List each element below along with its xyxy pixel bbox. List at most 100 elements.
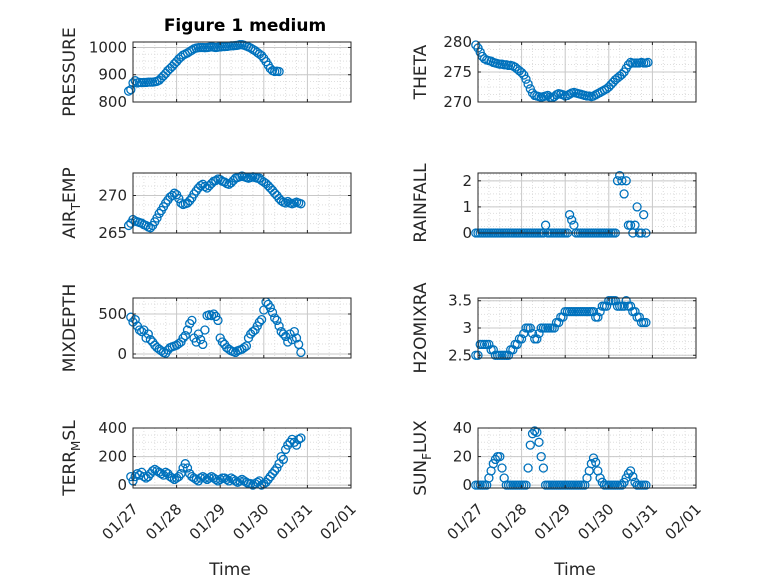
data-point xyxy=(591,457,601,467)
y-tick-label: 1 xyxy=(462,198,472,216)
x-tick-label: 01/31 xyxy=(618,500,661,543)
data-point xyxy=(617,176,627,186)
y-tick-label: 0 xyxy=(117,345,127,363)
x-tick-label: 01/29 xyxy=(186,500,229,543)
data-point xyxy=(195,181,206,191)
data-point xyxy=(296,347,306,358)
data-point xyxy=(621,176,631,186)
subplot-1: 800 900 1000 PRESSURE xyxy=(60,27,352,117)
data-point xyxy=(617,480,627,490)
axes-box xyxy=(132,41,352,103)
data-point xyxy=(641,480,651,490)
figure-title: Figure 1 medium xyxy=(164,16,326,36)
subplot-8: 0 20 40 01/27 01/28 01/29 01/30 01/31 02/01 SUNFL… xyxy=(411,419,705,580)
data-point xyxy=(198,339,208,350)
y-tick-label: 2.5 xyxy=(448,346,472,364)
axes-box xyxy=(477,427,697,489)
data-point xyxy=(272,463,282,473)
data-point xyxy=(516,67,527,78)
data-point xyxy=(195,334,206,345)
data-point xyxy=(176,198,186,208)
data-point xyxy=(235,476,245,486)
data-point xyxy=(254,317,265,327)
data-point xyxy=(471,40,481,50)
y-tick-label: 265 xyxy=(98,224,127,242)
data-point xyxy=(296,433,306,443)
data-point xyxy=(525,440,535,450)
series-markers xyxy=(123,40,284,96)
y-axis-label: MIXDEPTH xyxy=(60,284,80,373)
data-point xyxy=(523,79,533,89)
data-point xyxy=(523,463,533,473)
data-point xyxy=(180,459,190,469)
data-point xyxy=(525,323,535,333)
data-point xyxy=(211,175,221,186)
series-markers xyxy=(471,426,651,490)
data-point xyxy=(625,466,636,476)
y-tick-label: 900 xyxy=(98,66,127,84)
series-markers xyxy=(471,296,651,360)
data-point xyxy=(239,342,249,353)
y-tick-label: 270 xyxy=(98,187,127,205)
y-tick-label: 275 xyxy=(443,63,472,81)
y-tick-label: 0 xyxy=(462,224,472,242)
axes-box xyxy=(132,297,352,359)
data-point xyxy=(156,469,166,479)
data-point xyxy=(195,473,206,483)
subplot-4: 0 1 2 RAINFALL xyxy=(411,163,697,243)
y-tick-label: 800 xyxy=(98,93,127,111)
data-point xyxy=(267,307,278,318)
data-point xyxy=(615,170,625,181)
data-point xyxy=(174,193,184,204)
data-point xyxy=(130,471,140,482)
data-point xyxy=(534,437,544,447)
data-point xyxy=(527,429,538,439)
data-point xyxy=(497,463,507,473)
data-point xyxy=(586,459,597,469)
x-tick-label: 02/01 xyxy=(662,500,705,543)
x-tick-label: 01/31 xyxy=(273,500,316,543)
data-point xyxy=(532,334,542,344)
data-point xyxy=(538,463,549,473)
data-point xyxy=(224,476,234,486)
axes-box xyxy=(477,172,697,234)
x-tick-label: 01/28 xyxy=(487,500,530,543)
data-point xyxy=(564,89,575,99)
y-tick-label: 40 xyxy=(453,419,472,437)
data-point xyxy=(289,326,299,337)
data-point xyxy=(643,57,653,68)
y-axis-label: TERRMSL xyxy=(60,420,83,497)
data-point xyxy=(187,315,197,326)
x-tick-label: 01/30 xyxy=(229,500,272,543)
data-point xyxy=(619,301,629,311)
y-tick-label: 1000 xyxy=(89,38,127,56)
data-point xyxy=(278,454,289,465)
data-point xyxy=(211,474,221,485)
data-point xyxy=(267,469,278,479)
data-point xyxy=(230,476,241,486)
data-point xyxy=(130,76,140,86)
data-point xyxy=(143,329,153,339)
y-tick-label: 2 xyxy=(462,172,472,190)
data-point xyxy=(274,66,284,77)
subplot-3: 265 270 AIRTEMP xyxy=(60,167,352,242)
x-tick-label: 01/27 xyxy=(99,500,142,543)
series-markers xyxy=(471,40,653,103)
y-tick-label: 3.5 xyxy=(448,292,472,310)
y-tick-label: 500 xyxy=(98,305,127,323)
data-point xyxy=(206,310,217,321)
x-tick-label: 01/28 xyxy=(142,500,185,543)
data-point xyxy=(145,223,156,233)
data-point xyxy=(564,210,575,220)
data-point xyxy=(265,302,275,313)
data-point xyxy=(291,440,302,450)
data-point xyxy=(287,434,297,445)
data-point xyxy=(152,213,162,223)
y-axis-label: SUNFLUX xyxy=(411,420,434,496)
data-point xyxy=(291,333,302,343)
data-point xyxy=(588,453,599,463)
series-markers xyxy=(126,433,306,490)
data-point xyxy=(270,466,280,476)
data-point xyxy=(296,199,306,209)
